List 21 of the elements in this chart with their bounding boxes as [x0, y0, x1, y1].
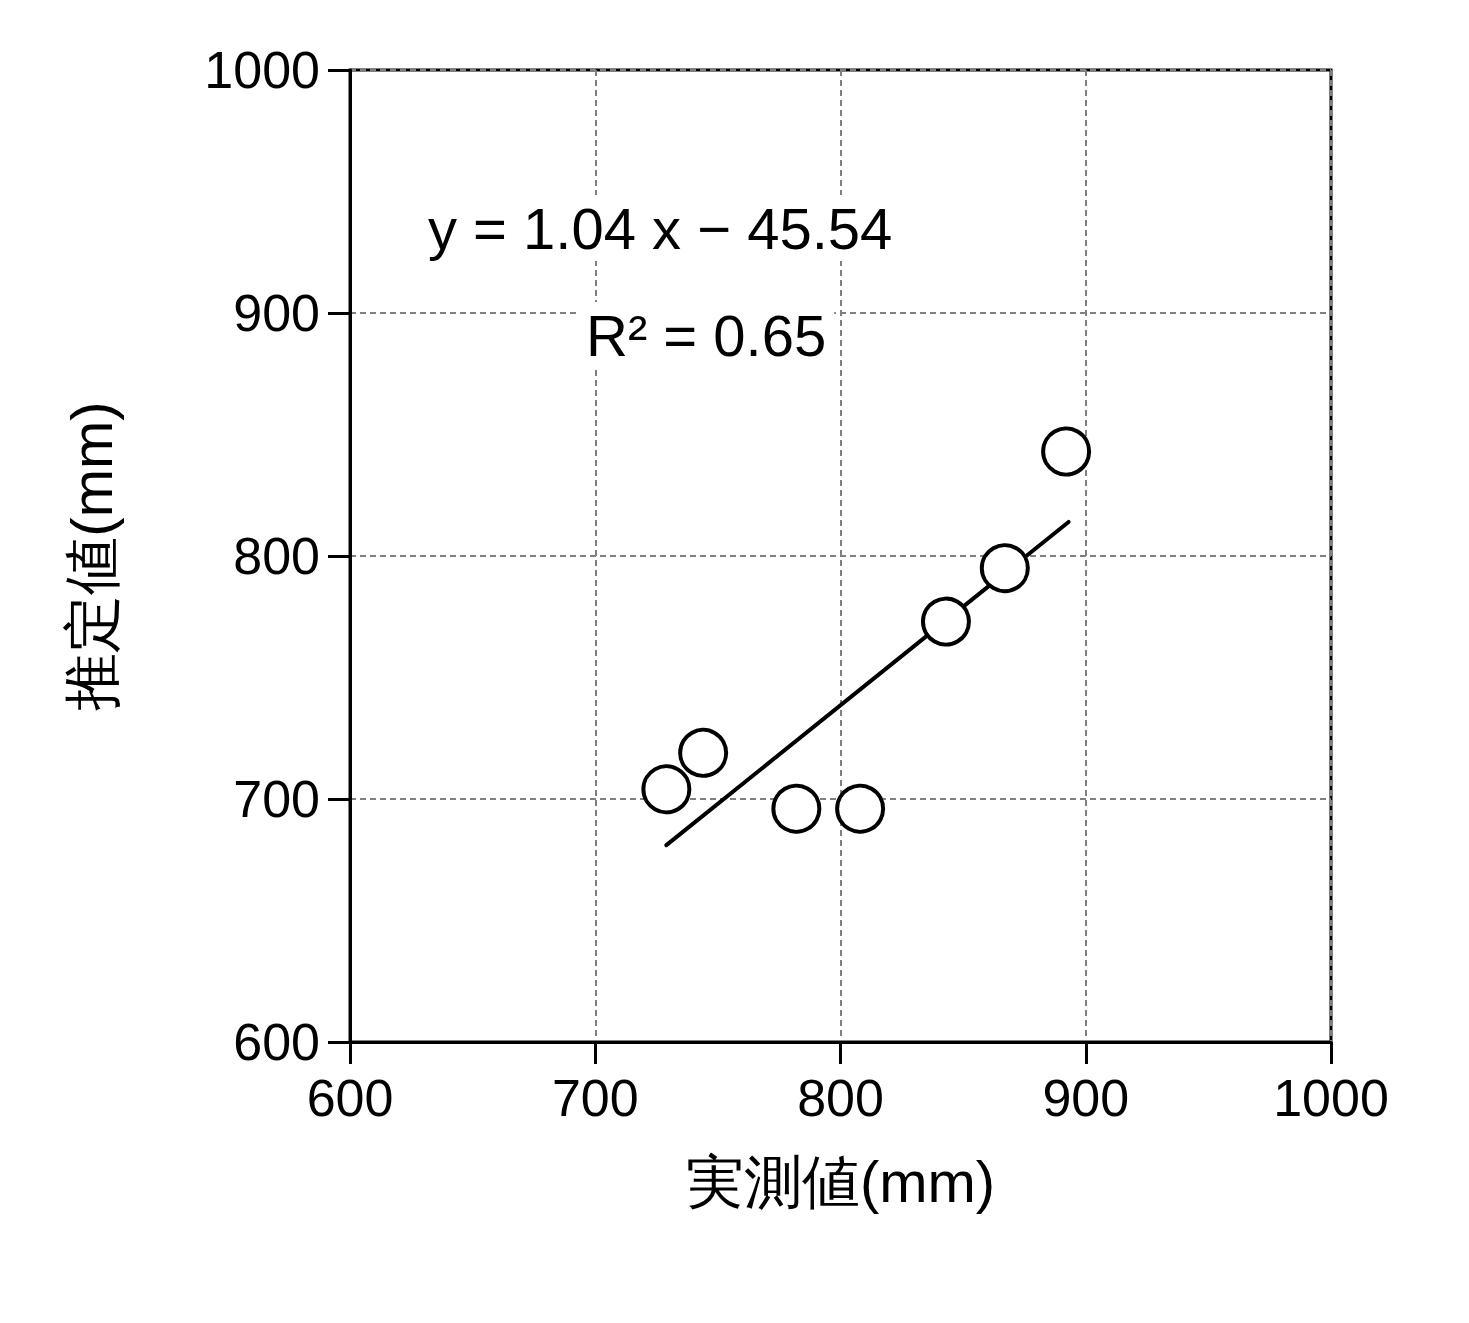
- y-axis-title: 推定値(mm): [58, 401, 124, 711]
- annotation: R² = 0.65: [586, 302, 827, 368]
- point: [1041, 426, 1092, 477]
- x-axis-title: 実測値(mm): [685, 1148, 996, 1214]
- point: [641, 764, 692, 815]
- y-tick-label: 600: [233, 1013, 320, 1071]
- point: [678, 727, 729, 778]
- y-tick-label: 900: [233, 284, 320, 342]
- x-tick-label: 600: [306, 1069, 394, 1127]
- x-tick-label: 800: [797, 1069, 884, 1127]
- x-tick-label: 900: [1042, 1069, 1130, 1127]
- y-tick-label: 1000: [204, 41, 320, 99]
- y-tick-label: 700: [233, 770, 320, 828]
- x-tick-label: 1000: [1273, 1069, 1389, 1127]
- point: [979, 543, 1030, 594]
- x-tick-label: 700: [551, 1069, 639, 1127]
- annotation: y = 1.04 x − 45.54: [428, 195, 893, 261]
- point: [771, 783, 822, 834]
- point: [921, 596, 971, 647]
- point: [835, 783, 886, 834]
- y-tick-label: 800: [233, 527, 320, 585]
